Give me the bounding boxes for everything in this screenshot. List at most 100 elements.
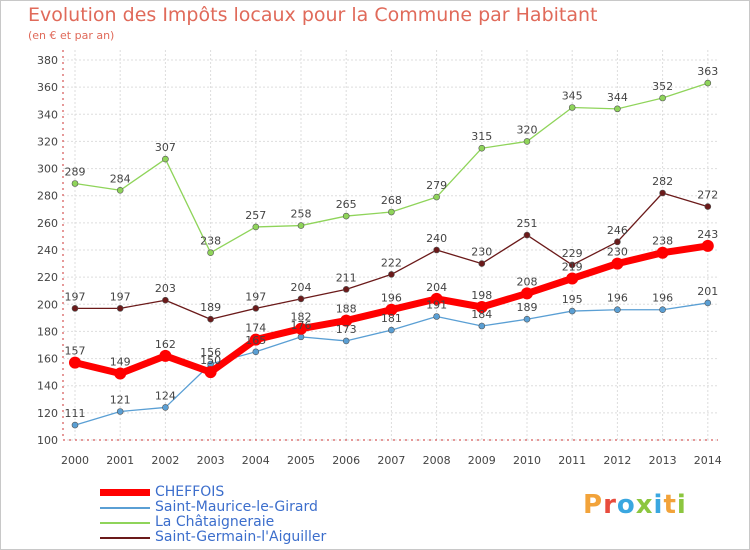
y-tick-label: 120 [37,407,58,420]
data-label: 265 [336,198,357,211]
data-point [704,79,712,87]
legend-label: La Châtaigneraie [155,514,275,530]
data-point [523,315,531,323]
data-label: 189 [517,301,538,314]
data-label: 272 [697,189,718,202]
y-tick-label: 340 [37,108,58,121]
data-label: 196 [652,292,673,305]
data-label: 284 [110,172,131,185]
data-point [478,260,486,267]
data-point [568,104,576,111]
data-point [252,223,260,231]
x-tick-label: 2010 [513,454,541,467]
data-label: 124 [155,389,176,402]
y-tick-label: 360 [37,81,58,94]
data-label: 203 [155,282,176,295]
data-point [433,193,440,201]
data-point [614,238,621,246]
y-tick-label: 260 [37,217,58,230]
logo-letter: t [663,490,677,520]
data-label: 174 [245,322,266,335]
data-point [207,249,214,257]
x-tick-label: 2003 [197,454,225,467]
x-tick-label: 2000 [61,454,89,467]
data-point [388,271,395,278]
data-label: 191 [426,299,447,312]
data-label: 279 [426,179,447,192]
data-label: 282 [652,175,673,188]
data-point [659,306,666,314]
data-label: 204 [291,281,312,294]
data-label: 230 [607,246,628,259]
data-label: 198 [471,289,492,302]
x-tick-label: 2013 [649,454,677,467]
y-tick-label: 280 [37,190,58,203]
data-label: 197 [110,290,131,303]
data-label: 157 [65,345,86,358]
y-tick-label: 320 [37,135,58,148]
data-label: 188 [336,303,357,316]
data-label: 243 [697,228,718,241]
data-label: 320 [517,123,538,136]
data-point [159,349,172,362]
legend-swatch [100,489,150,496]
data-point [433,246,440,254]
data-label: 352 [652,80,673,93]
data-point [659,189,666,197]
logo-letter: x [635,490,654,520]
data-point [342,286,350,293]
legend-swatch [100,521,150,524]
data-point [116,186,124,194]
data-point [340,314,353,327]
data-point [478,322,486,330]
logo-letter: r [603,490,617,520]
data-point [116,305,124,312]
data-point [433,313,440,320]
data-point [385,303,398,316]
data-point [162,404,169,411]
data-label: 121 [110,394,131,407]
data-point [388,326,395,334]
data-label: 111 [65,407,86,420]
x-tick-label: 2005 [287,454,315,467]
logo-letter: i [676,490,687,520]
data-point [114,367,127,380]
data-label: 181 [381,312,402,325]
data-point [614,105,621,113]
data-label: 189 [200,301,221,314]
data-point [162,296,169,304]
y-tick-label: 220 [37,271,58,284]
legend-swatch [100,536,150,539]
plot-area [63,50,718,440]
data-label: 156 [200,346,221,359]
data-label: 251 [517,217,538,230]
data-label: 196 [381,292,402,305]
data-point [704,203,712,210]
y-tick-label: 380 [37,54,58,67]
y-tick-label: 200 [37,298,58,311]
data-point [568,261,576,269]
data-label: 315 [471,130,492,143]
data-label: 165 [245,334,266,347]
data-point [521,287,533,300]
proxiti-logo: Proxiti [583,490,687,520]
x-tick-label: 2011 [558,454,586,467]
data-label: 258 [291,208,312,221]
data-label: 344 [607,91,628,104]
data-label: 307 [155,141,176,154]
data-point [342,337,350,345]
data-label: 268 [381,194,402,207]
y-tick-label: 100 [37,434,58,447]
data-point [566,272,579,285]
data-label: 196 [607,292,628,305]
x-tick-label: 2001 [106,454,134,467]
data-label: 229 [562,247,583,260]
legend-label: Saint-Germain-l'Aiguiller [155,529,327,545]
data-point [388,208,395,216]
x-tick-label: 2004 [242,454,270,467]
data-label: 345 [562,90,583,103]
x-tick-label: 2002 [151,454,179,467]
data-point [162,155,169,163]
x-tick-label: 2007 [377,454,405,467]
